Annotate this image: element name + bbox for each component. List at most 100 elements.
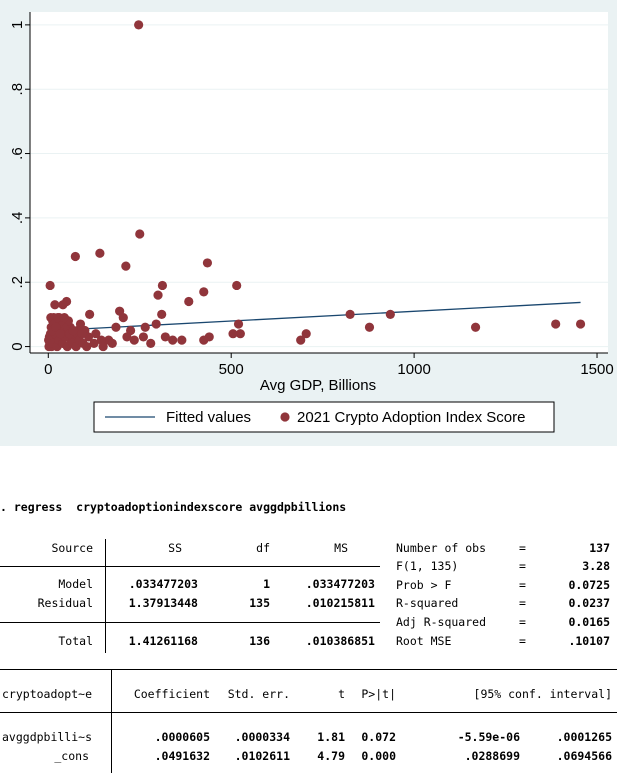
axes: 0 .2 .4 .6 .8 1 0 500 1000 1500 [9,12,614,378]
x-tick-label-1: 500 [219,361,244,378]
scatter-point-90 [146,338,156,348]
y-tick-label-2: .4 [9,212,26,225]
scatter-points [44,20,586,352]
stat-eq-probf: = [519,578,526,592]
anova-ms-model: .033477203 [305,577,375,591]
scatter-point-11 [184,296,194,307]
scatter-point-17 [85,309,95,319]
scatter-point-0 [134,20,144,30]
anova-rule-mid [0,622,380,623]
anova-df-residual: 135 [249,596,270,610]
scatter-point-94 [51,322,61,332]
scatter-point-3 [95,248,105,258]
scatter-point-99 [77,329,87,339]
fitted-line-layer [48,301,581,332]
coef-header-ci: [95% conf. interval] [473,687,612,701]
scatter-point-1 [135,229,145,239]
scatter-point-84 [82,341,92,352]
stat-value-rmse: .10107 [568,634,610,648]
scatter-point-7 [157,280,168,291]
scatter-point-89 [138,332,149,342]
scatter-point-14 [50,300,60,310]
scatter-chart: 0 .2 .4 .6 .8 1 0 500 1000 1500 Avg GDP, Billions… [9,12,614,433]
scatter-point-33 [296,335,306,345]
scatter-point-87 [107,338,117,348]
legend-label-scatter: 2021 Crypto Adoption Index Score [297,409,526,426]
x-tick-label-0: 0 [44,361,52,378]
stat-value-nobs: 137 [589,541,610,555]
scatter-point-29 [470,322,481,332]
scatter-point-8 [232,280,242,291]
stat-value-r2: 0.0237 [568,596,610,610]
y-tick-label-1: .2 [9,276,26,289]
stat-label-adjr2: Adj R-squared [396,615,487,629]
stat-eq-adjr2: = [519,615,526,629]
anova-header-ss: SS [168,541,182,555]
scatter-point-10 [153,290,163,300]
stat-eq-rmse: = [519,634,526,648]
scatter-point-34 [235,329,245,339]
anova-ms-residual: .010215811 [305,596,375,610]
x-tick-label-2: 1000 [397,361,430,378]
scatter-point-88 [129,335,139,345]
stat-label-probf: Prob > F [396,578,452,592]
y-tick-label-5: 1 [9,21,26,29]
stat-label-nobs: Number of obs [396,541,487,555]
legend-box [93,401,555,433]
legend-label-fitted: Fitted values [166,409,251,426]
y-tick-label-4: .8 [9,83,26,96]
scatter-point-25 [111,322,121,332]
coef-value-gdp: .0000605 [154,730,210,744]
scatter-point-85 [91,329,101,339]
y-tick-label-3: .6 [9,147,26,160]
coef-var-cons: _cons [54,749,89,763]
scatter-point-23 [233,319,244,329]
scatter-point-37 [199,335,209,345]
coef-rule-mid [0,712,617,713]
chart-area: 0 .2 .4 .6 .8 1 0 500 1000 1500 Avg GDP, Billions… [0,0,617,446]
y-tick-label-0: 0 [9,342,26,350]
coef-se-cons: .0102611 [234,749,290,763]
scatter-point-38 [177,335,187,345]
stat-label-rmse: Root MSE [396,634,452,648]
anova-df-total: 136 [249,634,270,648]
anova-header-source: Source [51,541,93,555]
stat-label-r2: R-squared [396,596,459,610]
scatter-point-24 [151,319,161,329]
coef-p-cons: 0.000 [361,749,396,763]
stat-value-f: 3.28 [582,559,610,573]
scatter-point-21 [345,309,355,319]
coef-p-gdp: 0.072 [361,730,396,744]
legend-point-swatch [280,412,290,422]
coef-header-t: t [338,687,345,701]
anova-ss-model: .033477203 [128,577,198,591]
coef-vertical-rule [111,669,112,773]
anova-ss-total: 1.41261168 [128,634,198,648]
plot-region [30,12,608,353]
coef-header-p: P>|t| [361,687,396,701]
scatter-point-6 [45,280,55,291]
anova-source-model: Model [58,577,93,591]
anova-header-ms: MS [334,541,348,555]
coef-header-coefficient: Coefficient [133,687,210,701]
coef-t-cons: 4.79 [317,749,345,763]
scatter-point-32 [301,329,311,339]
x-tick-label-3: 1500 [580,361,613,378]
scatter-point-13 [58,300,68,310]
coef-value-cons: .0491632 [154,749,210,763]
stat-value-probf: 0.0725 [568,578,610,592]
stat-eq-r2: = [519,596,526,610]
regress-command: . regress cryptoadoptionindexscore avggd… [0,500,347,514]
scatter-point-27 [140,322,150,332]
scatter-point-86 [98,341,108,352]
coef-rule-top [0,669,617,670]
grid-lines [30,24,608,348]
anova-rule-top [0,566,380,567]
scatter-point-28 [364,322,375,332]
scatter-point-5 [121,261,131,271]
fitted-line [48,301,581,332]
coef-var-gdp: avggdpbilli~s [2,730,93,744]
scatter-point-4 [70,251,80,262]
coef-t-gdp: 1.81 [317,730,345,744]
scatter-point-18 [118,313,128,323]
